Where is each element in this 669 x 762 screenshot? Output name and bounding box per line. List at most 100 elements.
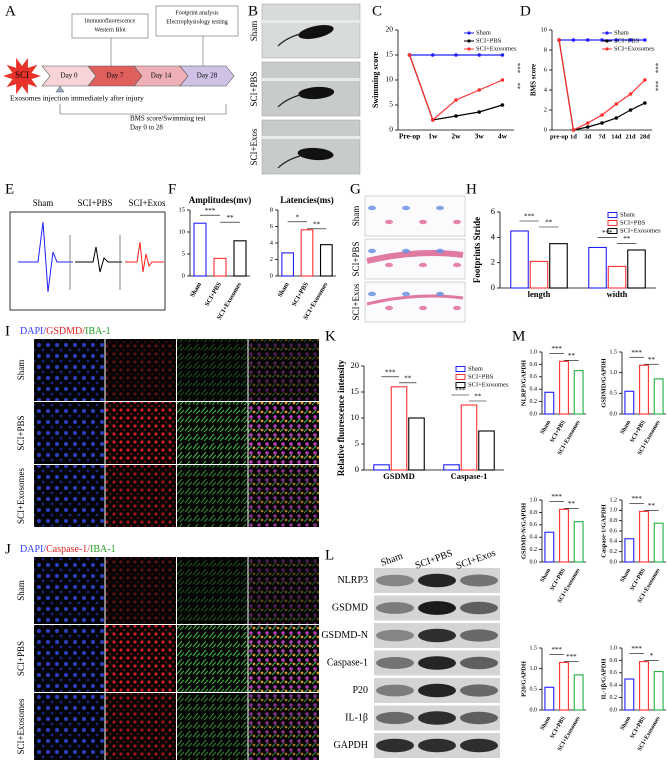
photo-row-label: Sham — [249, 21, 259, 42]
trace-label: SCI+Exos — [128, 198, 166, 208]
significance: ** — [517, 82, 525, 90]
series-point — [557, 38, 561, 42]
bar — [213, 257, 227, 277]
y-tick-label: 0.2 — [530, 547, 538, 553]
significance: ** — [648, 356, 656, 364]
footprint — [385, 305, 393, 311]
footprint-row-label: SCI+Exos — [351, 283, 361, 321]
blot-band — [460, 601, 498, 615]
bar — [639, 510, 649, 563]
significance: ** — [545, 219, 553, 227]
timeline-start: SCI — [15, 70, 29, 80]
y-tick-label: 0 — [544, 126, 547, 133]
panel-label: H — [466, 181, 477, 197]
y-tick-label: 1.5 — [610, 349, 618, 355]
blot-band — [376, 629, 414, 642]
test-text: Day 0 to 28 — [130, 124, 163, 132]
bar — [510, 230, 529, 289]
bar — [373, 464, 390, 471]
y-axis-label: IL-1β/GAPDH — [600, 659, 607, 700]
footprint — [368, 205, 376, 211]
panel-label: L — [325, 547, 334, 563]
micro-signal — [248, 693, 319, 760]
blot-band — [418, 738, 456, 753]
y-tick-label: 20 — [351, 360, 360, 370]
bar — [281, 252, 295, 277]
y-tick-label: 0.5 — [530, 687, 538, 693]
panel-label: B — [248, 3, 258, 19]
significance: ** — [648, 502, 656, 510]
micro-row-label: SCI+Exosomes — [16, 698, 26, 755]
legend-swatch — [607, 212, 618, 218]
blot-band — [418, 711, 456, 725]
protocol-text: Immunofluorescence — [85, 17, 136, 24]
micro-signal — [34, 557, 105, 624]
micro-signal — [177, 339, 248, 401]
y-tick-label: 4 — [544, 86, 548, 93]
timeline-step-label: Day 14 — [151, 72, 172, 80]
y-tick-label: 0.2 — [610, 695, 618, 701]
y-tick-label: 8 — [270, 206, 273, 213]
significance: *** — [517, 62, 525, 73]
injection-marker — [55, 85, 65, 93]
significance: *** — [524, 213, 535, 221]
blot-band — [418, 656, 456, 670]
significance: ** — [474, 393, 482, 401]
significance: ** — [568, 500, 576, 508]
micro-row-label: Sham — [16, 580, 26, 601]
series-point — [477, 110, 482, 114]
blot-band — [376, 684, 414, 697]
y-tick-label: 1.2 — [610, 497, 618, 503]
bar — [408, 417, 425, 471]
bar — [653, 671, 664, 711]
bar — [443, 464, 460, 471]
y-tick-label: 0.6 — [610, 528, 618, 534]
micro-signal — [177, 625, 248, 692]
footprint-row-label: SCI+PBS — [351, 241, 361, 276]
micro-signal — [248, 625, 319, 692]
y-tick-label: 4 — [491, 231, 496, 241]
y-axis-label: P20/GAPDH — [520, 661, 527, 697]
significance: *** — [602, 229, 613, 237]
x-tick-label: Sham — [277, 281, 291, 299]
significance: ** — [623, 235, 631, 243]
panel-label: J — [5, 541, 11, 557]
bar — [627, 249, 646, 289]
rat-tail — [277, 33, 301, 47]
significance: *** — [551, 345, 562, 353]
micro-signal — [105, 465, 176, 527]
chart-title: Latencies(ms) — [280, 195, 334, 205]
bar — [573, 370, 584, 415]
series-point — [643, 101, 647, 105]
y-tick-label: 0.0 — [530, 411, 538, 417]
footprint-strip — [364, 195, 466, 237]
y-axis-label: Footprints Stride — [472, 217, 482, 283]
y-tick-label: 10 — [179, 228, 186, 235]
footprint — [453, 219, 461, 225]
trace-label: Sham — [33, 198, 54, 208]
legend-swatch — [607, 220, 618, 226]
bar — [559, 360, 569, 415]
y-tick-label: 0.4 — [530, 387, 538, 393]
x-tick-label: Sham — [540, 420, 553, 436]
micro-signal — [34, 402, 105, 464]
timeline-step — [179, 65, 235, 87]
y-tick-label: 6 — [491, 206, 495, 216]
y-tick-label: 1.0 — [530, 349, 538, 355]
y-tick-label: 0 — [355, 464, 359, 474]
x-tick-label: 14d — [611, 133, 622, 140]
micro-signal — [105, 402, 176, 464]
footprint — [453, 305, 461, 311]
x-tick-label: 7d — [599, 133, 606, 140]
y-tick-label: 0.6 — [610, 670, 618, 676]
y-tick-label: 1.0 — [530, 666, 538, 672]
micro-signal — [105, 625, 176, 692]
x-tick-label: 3w — [475, 132, 485, 141]
y-tick-label: 0.4 — [610, 539, 618, 545]
y-tick-label: 6 — [544, 66, 548, 73]
series-point — [614, 116, 619, 120]
water-line — [262, 20, 360, 23]
legend-label: SCI+PBS — [476, 37, 502, 44]
series-point — [454, 53, 458, 57]
